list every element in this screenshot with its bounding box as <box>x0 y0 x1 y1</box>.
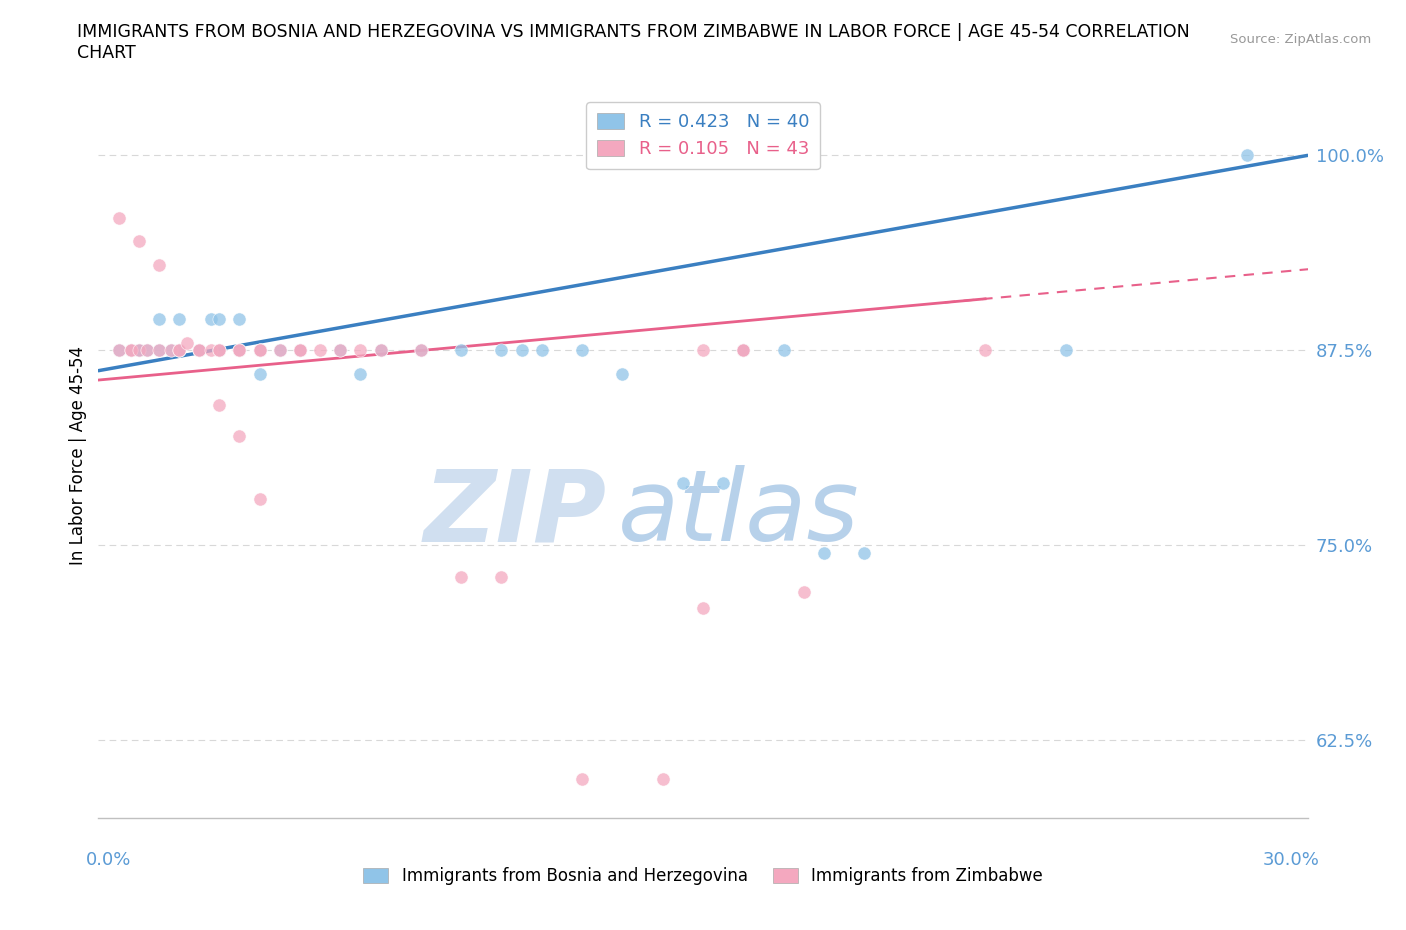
Point <box>107 210 129 225</box>
Point <box>571 343 593 358</box>
Point <box>128 343 150 358</box>
Point <box>974 343 997 358</box>
Text: atlas: atlas <box>619 465 860 563</box>
Point <box>269 343 291 358</box>
Point <box>1054 343 1077 358</box>
Text: 30.0%: 30.0% <box>1263 851 1320 869</box>
Point <box>491 343 513 358</box>
Point <box>309 343 332 358</box>
Point <box>208 312 231 326</box>
Point <box>329 343 352 358</box>
Point <box>228 429 250 444</box>
Point <box>571 772 593 787</box>
Point <box>288 343 311 358</box>
Point <box>793 585 815 600</box>
Point <box>692 601 714 616</box>
Point <box>409 343 432 358</box>
Point <box>167 343 190 358</box>
Point <box>188 343 211 358</box>
Point <box>249 366 271 381</box>
Y-axis label: In Labor Force | Age 45-54: In Labor Force | Age 45-54 <box>69 346 87 565</box>
Point <box>188 343 211 358</box>
Point <box>148 343 170 358</box>
Point <box>148 312 170 326</box>
Point <box>200 343 222 358</box>
Point <box>249 343 271 358</box>
Point <box>228 343 250 358</box>
Point <box>651 772 673 787</box>
Point <box>148 343 170 358</box>
Point <box>733 343 755 358</box>
Point <box>128 343 150 358</box>
Point <box>208 343 231 358</box>
Point <box>249 343 271 358</box>
Point <box>711 475 734 490</box>
Point <box>107 343 129 358</box>
Point <box>530 343 553 358</box>
Point <box>450 569 472 584</box>
Point <box>120 343 142 358</box>
Point <box>772 343 794 358</box>
Point <box>208 343 231 358</box>
Point <box>288 343 311 358</box>
Point <box>269 343 291 358</box>
Point <box>120 343 142 358</box>
Point <box>200 312 222 326</box>
Point <box>853 546 876 561</box>
Point <box>329 343 352 358</box>
Point <box>249 491 271 506</box>
Point <box>167 343 190 358</box>
Point <box>349 366 371 381</box>
Point <box>148 258 170 272</box>
Point <box>813 546 835 561</box>
Point <box>167 343 190 358</box>
Point <box>349 343 371 358</box>
Point <box>128 343 150 358</box>
Point <box>733 343 755 358</box>
Point <box>167 312 190 326</box>
Text: 0.0%: 0.0% <box>86 851 132 869</box>
Point <box>167 343 190 358</box>
Point <box>208 343 231 358</box>
Point <box>128 233 150 248</box>
Point <box>450 343 472 358</box>
Point <box>228 343 250 358</box>
Text: Source: ZipAtlas.com: Source: ZipAtlas.com <box>1230 33 1371 46</box>
Point <box>510 343 533 358</box>
Point <box>288 343 311 358</box>
Point <box>120 343 142 358</box>
Point <box>135 343 157 358</box>
Point <box>188 343 211 358</box>
Point <box>188 343 211 358</box>
Point <box>733 343 755 358</box>
Point <box>176 335 198 350</box>
Point <box>491 569 513 584</box>
Point <box>228 343 250 358</box>
Text: ZIP: ZIP <box>423 465 606 563</box>
Point <box>370 343 392 358</box>
Point <box>160 343 183 358</box>
Point <box>107 343 129 358</box>
Point <box>1236 148 1258 163</box>
Point <box>672 475 695 490</box>
Legend: Immigrants from Bosnia and Herzegovina, Immigrants from Zimbabwe: Immigrants from Bosnia and Herzegovina, … <box>354 859 1052 894</box>
Point <box>135 343 157 358</box>
Point <box>160 343 183 358</box>
Point <box>370 343 392 358</box>
Point <box>612 366 634 381</box>
Text: IMMIGRANTS FROM BOSNIA AND HERZEGOVINA VS IMMIGRANTS FROM ZIMBABWE IN LABOR FORC: IMMIGRANTS FROM BOSNIA AND HERZEGOVINA V… <box>77 23 1189 62</box>
Point <box>409 343 432 358</box>
Point <box>692 343 714 358</box>
Point <box>228 312 250 326</box>
Point <box>208 397 231 412</box>
Legend: R = 0.423   N = 40, R = 0.105   N = 43: R = 0.423 N = 40, R = 0.105 N = 43 <box>586 102 820 169</box>
Point <box>249 343 271 358</box>
